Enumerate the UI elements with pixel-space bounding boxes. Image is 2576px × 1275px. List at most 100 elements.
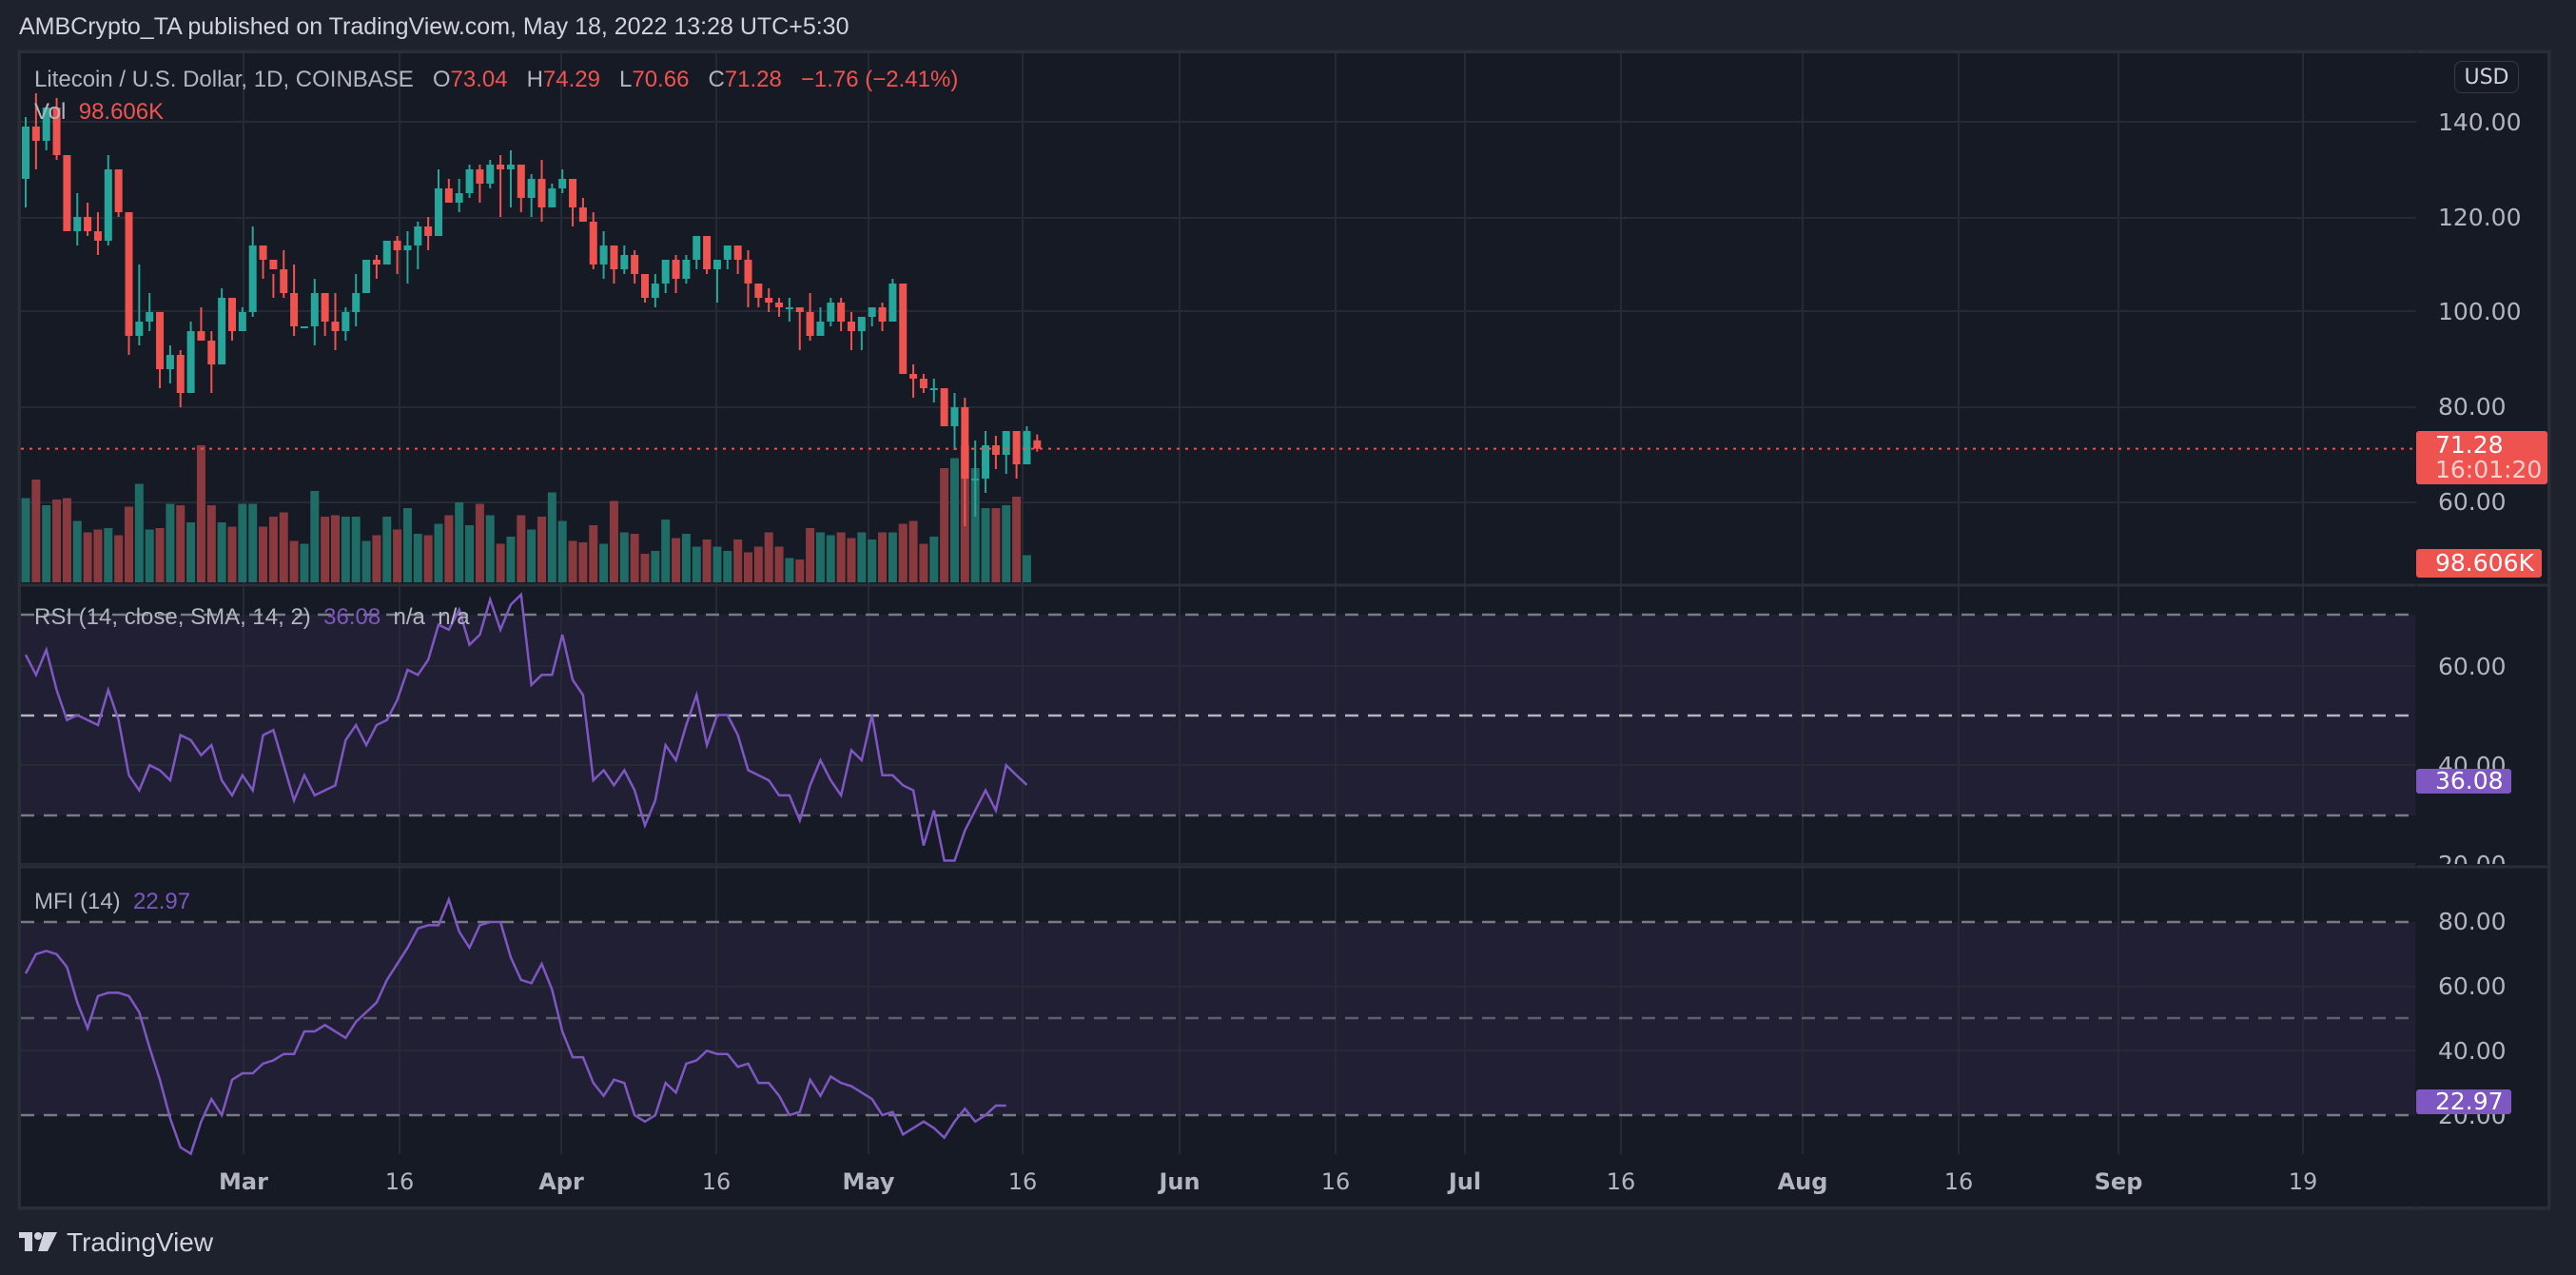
- candle-body: [166, 355, 174, 369]
- bar-countdown: 16:01:20: [2435, 456, 2543, 483]
- mfi-tick: 80.00: [2438, 908, 2507, 935]
- candle-body: [651, 284, 659, 298]
- time-label: 16: [701, 1168, 732, 1195]
- candle-body: [506, 165, 515, 169]
- volume-bar: [898, 523, 907, 582]
- candle-body: [929, 388, 938, 390]
- rsi-label[interactable]: RSI (14, close, SMA, 14, 2): [34, 604, 311, 630]
- volume-bar: [72, 520, 82, 582]
- volume-bar: [485, 515, 495, 582]
- volume-bar: [878, 532, 888, 582]
- candle-body: [63, 155, 71, 231]
- mfi-label[interactable]: MFI (14): [34, 889, 121, 914]
- time-label: 16: [384, 1168, 415, 1195]
- price-tick: 140.00: [2438, 108, 2522, 136]
- volume-bar: [681, 534, 691, 582]
- volume-bar: [806, 528, 815, 582]
- volume-bar: [888, 532, 897, 582]
- symbol-title[interactable]: Litecoin / U.S. Dollar, 1D, COINBASE: [34, 67, 414, 92]
- price-tick: 100.00: [2438, 298, 2522, 325]
- price-tick: 60.00: [2438, 488, 2507, 516]
- volume-bar: [134, 483, 144, 582]
- candle-body: [971, 479, 980, 481]
- volume-bar: [640, 554, 650, 582]
- candle-body: [610, 245, 618, 269]
- volume-bar: [196, 445, 205, 582]
- time-label: 16: [1320, 1168, 1351, 1195]
- volume-bar: [940, 468, 949, 582]
- volume-bar: [268, 517, 278, 582]
- candle-body: [259, 245, 267, 260]
- volume-bar: [1002, 505, 1011, 582]
- volume-bar: [774, 546, 784, 582]
- candle-body: [372, 260, 381, 265]
- rsi-value-tag: 36.08: [2416, 769, 2511, 794]
- low-value: 70.66: [632, 67, 690, 92]
- volume-bar: [981, 508, 990, 582]
- volume-bar: [733, 539, 743, 582]
- tradingview-brand[interactable]: TradingView: [19, 1227, 213, 1258]
- volume-bar: [217, 522, 226, 582]
- volume-label[interactable]: Vol: [34, 99, 67, 125]
- volume-bar: [372, 535, 381, 582]
- candle-body: [486, 165, 495, 184]
- volume-legend: Vol 98.606K: [34, 99, 164, 126]
- candle-body: [961, 407, 969, 479]
- volume-bar: [331, 515, 340, 582]
- volume-bar: [413, 534, 422, 582]
- volume-bar: [465, 525, 475, 582]
- candle-body: [558, 179, 567, 188]
- candle-body: [455, 193, 463, 203]
- time-label: Jun: [1159, 1168, 1200, 1195]
- volume-bar: [619, 532, 629, 582]
- time-label: 19: [2288, 1168, 2318, 1195]
- tradingview-logo-icon: [19, 1232, 57, 1251]
- volume-bar: [970, 468, 980, 582]
- volume-bar: [155, 528, 165, 582]
- volume-bar: [300, 543, 309, 582]
- volume-bar: [785, 558, 794, 582]
- candle-body: [982, 445, 990, 479]
- time-label: 16: [1943, 1168, 1974, 1195]
- volume-bar: [393, 529, 402, 582]
- candle-body: [1002, 431, 1010, 455]
- volume-bar: [52, 500, 62, 582]
- volume-bar: [506, 537, 516, 582]
- last-price: 71.28: [2435, 431, 2504, 459]
- candle-body: [218, 298, 226, 364]
- volume-bar: [321, 517, 330, 582]
- volume-bar: [21, 498, 30, 582]
- candle-body: [84, 217, 92, 231]
- candle-body: [620, 255, 629, 269]
- volume-bar: [104, 528, 113, 582]
- volume-bar: [341, 517, 350, 582]
- candle-body: [135, 322, 144, 336]
- volume-bar: [1022, 555, 1031, 582]
- candle-body: [104, 169, 112, 241]
- candle-body: [248, 245, 257, 312]
- volume-bar: [496, 543, 505, 582]
- volume-bar: [547, 492, 556, 582]
- candle-body: [848, 322, 855, 331]
- time-label: Jul: [1448, 1168, 1482, 1195]
- candle-body: [93, 231, 102, 241]
- candle-body: [1012, 431, 1021, 464]
- volume-bar: [950, 458, 959, 582]
- main-legend: Litecoin / U.S. Dollar, 1D, COINBASE O73…: [34, 67, 958, 93]
- volume-bar: [537, 517, 546, 582]
- candle-body: [321, 293, 329, 322]
- volume-bar: [166, 503, 175, 582]
- time-label: Apr: [538, 1168, 584, 1195]
- volume-bar: [764, 532, 773, 582]
- mfi-tick: 60.00: [2438, 972, 2507, 1000]
- change-value: −1.76 (−2.41%): [800, 67, 959, 92]
- candle-body: [269, 260, 278, 269]
- currency-button[interactable]: USD: [2454, 61, 2519, 93]
- time-label: Aug: [1777, 1168, 1828, 1195]
- open-value: 73.04: [450, 67, 508, 92]
- candle-body: [693, 236, 701, 260]
- candle-body: [176, 355, 185, 393]
- candle-body: [362, 260, 371, 293]
- candle-body: [1023, 431, 1031, 464]
